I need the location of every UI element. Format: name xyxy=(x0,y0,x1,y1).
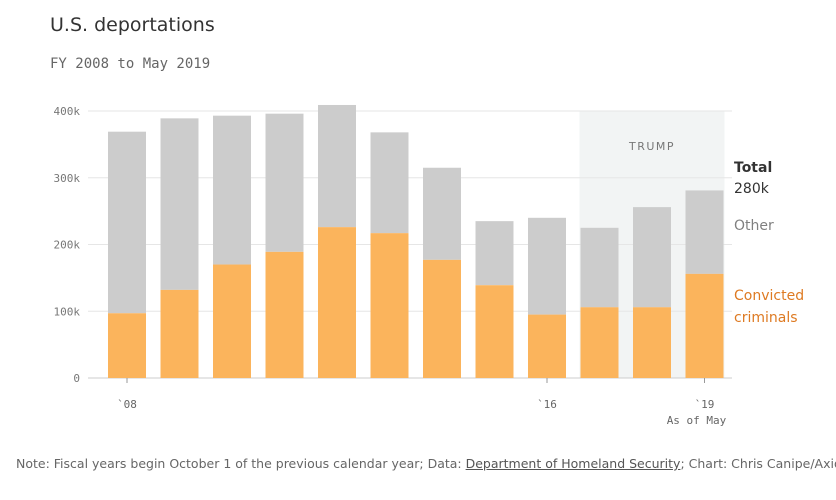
footer-note-prefix: Note: Fiscal years begin October 1 of th… xyxy=(16,456,466,471)
y-tick-label: 200k xyxy=(54,239,81,252)
bar-convicted xyxy=(423,259,461,378)
bar-other xyxy=(423,167,461,260)
chart-subtitle: FY 2008 to May 2019 xyxy=(50,56,211,72)
x-tick-label: `08 xyxy=(117,398,137,411)
bar-convicted xyxy=(633,307,671,378)
bar-convicted xyxy=(685,273,724,378)
y-tick-label: 100k xyxy=(54,305,81,318)
bar-convicted xyxy=(160,289,199,378)
bar-other xyxy=(475,221,514,286)
bar-convicted xyxy=(528,314,566,378)
legend-total-label: Total xyxy=(734,160,772,176)
y-tick-label: 400k xyxy=(54,105,81,118)
source-link[interactable]: Department of Homeland Security xyxy=(465,456,681,471)
bar-other xyxy=(370,132,409,234)
footer-note-suffix: ; Chart: Chris Canipe/Axios xyxy=(680,456,836,471)
bar-convicted xyxy=(370,233,409,378)
legend-other-label: Other xyxy=(734,218,774,234)
bar-convicted xyxy=(318,227,356,378)
bar-convicted xyxy=(475,285,514,378)
chart-title: U.S. deportations xyxy=(50,14,215,36)
axis-layer: As of May `08 `16 `19 xyxy=(117,378,727,427)
legend-convicted-label-line2: criminals xyxy=(734,310,798,326)
bar-other xyxy=(265,113,304,252)
legend-convicted-label-line1: Convicted xyxy=(734,288,804,304)
legend: Total 280k Other Convicted criminals xyxy=(734,160,804,326)
trump-period-label: TRUMP xyxy=(628,140,675,153)
bars-layer xyxy=(108,104,724,378)
bar-convicted xyxy=(213,264,251,378)
bar-other xyxy=(213,115,251,265)
bar-convicted xyxy=(108,313,146,378)
bar-other xyxy=(633,207,671,308)
legend-total-value: 280k xyxy=(734,181,770,197)
bar-other xyxy=(685,190,724,274)
x-axis-note: As of May xyxy=(667,414,727,427)
x-tick-label: `19 xyxy=(695,398,715,411)
bar-other xyxy=(528,217,566,315)
bar-other xyxy=(160,118,199,290)
bar-other xyxy=(318,104,356,228)
bar-convicted xyxy=(580,307,619,378)
footer-note: Note: Fiscal years begin October 1 of th… xyxy=(16,456,836,471)
x-tick-label: `16 xyxy=(537,398,557,411)
grid-layer: 0 100k 200k 300k 400k xyxy=(54,105,732,385)
deportations-chart: TRUMP 0 100k 200k 300k 400k As of May `08 `16… xyxy=(54,104,804,427)
bar-other xyxy=(580,227,619,308)
y-tick-label: 300k xyxy=(54,172,81,185)
y-tick-label: 0 xyxy=(73,372,80,385)
bar-convicted xyxy=(265,251,304,378)
bar-other xyxy=(108,131,146,314)
